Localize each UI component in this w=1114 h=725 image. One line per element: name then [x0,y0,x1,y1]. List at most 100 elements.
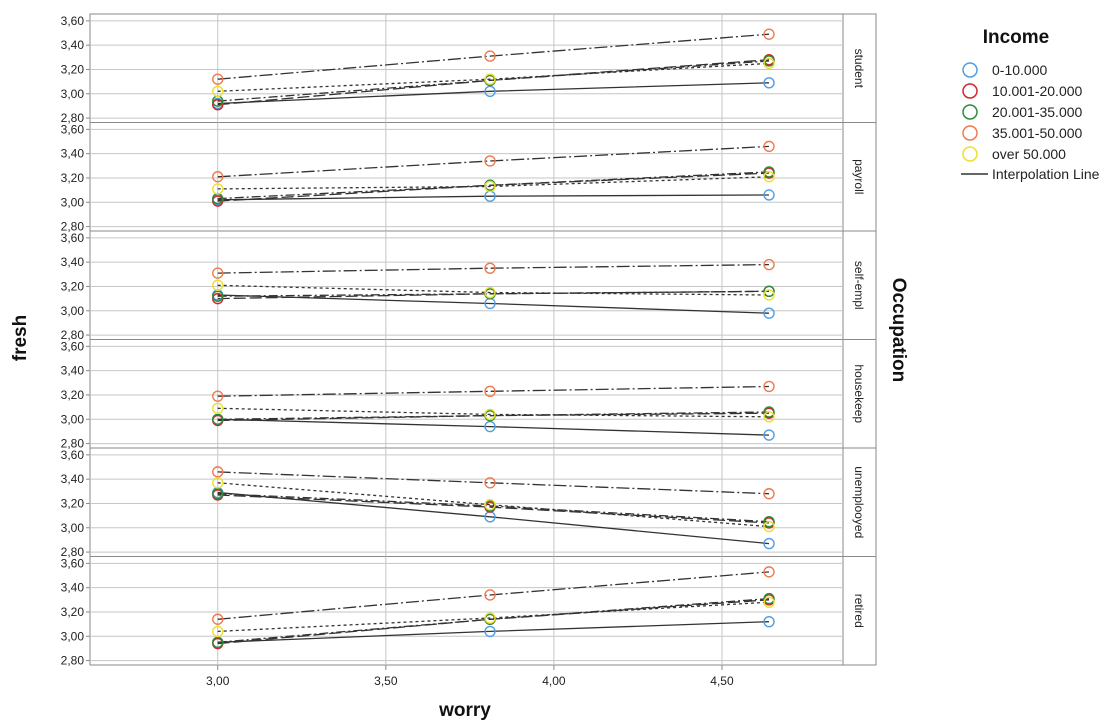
legend-marker [962,104,978,120]
panel-frame [89,122,844,232]
y-tick-label: 3,60 [61,122,85,136]
data-point [212,267,224,279]
x-tick-label: 3,00 [206,674,230,688]
y-tick-label: 3,00 [61,629,85,643]
data-point [212,413,224,425]
data-point [212,290,224,302]
panel-strip [842,230,877,340]
y-tick-label: 3,40 [61,581,85,595]
data-point [763,57,775,70]
series-line-20.001-35.000 [217,493,770,523]
chart-panels: student2,803,003,203,403,60payroll2,803,… [61,13,877,668]
y-tick-label: 2,80 [61,437,85,451]
panel-strip-label: student [852,49,866,89]
data-point [763,140,775,153]
data-point [484,286,496,299]
panel-housekeep: housekeep 2,80 3,00 3,20 3,40 3,60 [61,339,877,451]
x-tick-label: 3,50 [374,674,398,688]
panel-strip-label: payroll [852,159,866,194]
y-tick-label: 3,00 [61,304,85,318]
y-axis-title: fresh [10,315,31,361]
legend-marker [962,83,978,99]
series-line-35.001-50.000 [217,263,770,274]
panel-strip-label: self-empl [852,261,866,310]
panel-strip-label: retired [852,594,866,628]
data-point [212,85,224,98]
data-point [212,279,224,291]
data-point [212,636,224,649]
data-point [212,183,224,195]
y-tick-label: 3,20 [61,496,85,510]
panel-self-empl: self-empl 2,80 3,00 3,20 3,40 3,60 [61,230,877,342]
series-line-0-10.000 [217,294,770,314]
y-tick-label: 3,40 [61,147,85,161]
panel-frame [89,339,844,449]
panel-strip-label: unemplooyed [852,466,866,538]
y-tick-label: 2,80 [61,328,85,342]
series-line-35.001-50.000 [217,33,770,80]
y-tick-label: 3,40 [61,472,85,486]
data-point [212,613,224,625]
series-line-20.001-35.000 [217,597,770,643]
data-point [484,408,496,421]
series-line-35.001-50.000 [217,145,770,178]
data-point [763,28,775,40]
y-tick-label: 3,20 [61,388,85,402]
data-point [212,402,224,415]
legend: Income 0-10.000 10.001-20.000 20.001-35.00… [961,27,1100,182]
data-point [484,477,496,489]
data-point [763,189,775,201]
data-point [763,596,775,608]
data-point [763,171,775,183]
y-tick-label: 3,60 [61,339,85,353]
panel-unemplooyed: unemplooyed 2,80 3,00 3,20 3,40 3,60 [61,447,877,559]
y-tick-label: 3,60 [61,556,85,570]
series-line-20.001-35.000 [217,290,770,297]
legend-label: 20.001-35.000 [992,104,1083,120]
series-line-35.001-50.000 [217,571,770,620]
data-point [484,612,496,624]
legend-marker [962,125,978,141]
panel-frame [89,230,844,340]
y-tick-label: 3,60 [61,448,85,462]
legend-label: 10.001-20.000 [992,83,1083,99]
series-line-over 50.000 [217,601,770,633]
panel-strip-label: housekeep [852,364,866,423]
series-line-over 50.000 [217,176,770,190]
y-tick-label: 3,40 [61,38,85,52]
panel-retired: retired 2,80 3,00 3,20 3,40 3,60 [61,556,877,668]
y-tick-label: 3,40 [61,364,85,378]
panel-strip [842,556,877,666]
panel-payroll: payroll 2,80 3,00 3,20 3,40 3,60 [61,122,877,234]
data-point [484,385,496,398]
data-point [763,488,775,500]
y-tick-label: 3,20 [61,279,85,293]
y-tick-label: 2,80 [61,654,85,668]
series-line-over 50.000 [217,482,770,528]
series-line-0-10.000 [217,491,770,545]
series-line-35.001-50.000 [217,471,770,495]
y-tick-label: 2,80 [61,111,85,125]
data-point [212,488,224,500]
data-point [212,466,224,478]
data-point [763,429,775,441]
data-point [763,307,775,319]
data-point [484,420,496,433]
data-point [763,77,775,89]
data-point [763,537,775,550]
panel-frame [89,13,844,123]
data-point [484,625,496,638]
series-line-0-10.000 [217,82,770,105]
legend-marker [962,62,978,78]
data-point [212,73,224,85]
series-line-20.001-35.000 [217,171,770,200]
y-tick-label: 3,00 [61,412,85,426]
y-tick-label: 3,20 [61,605,85,619]
data-point [484,589,496,601]
legend-label: 35.001-50.000 [992,125,1083,141]
series-line-0-10.000 [217,194,770,201]
y-tick-label: 2,80 [61,545,85,559]
data-point [763,380,775,393]
y-tick-label: 3,00 [61,87,85,101]
